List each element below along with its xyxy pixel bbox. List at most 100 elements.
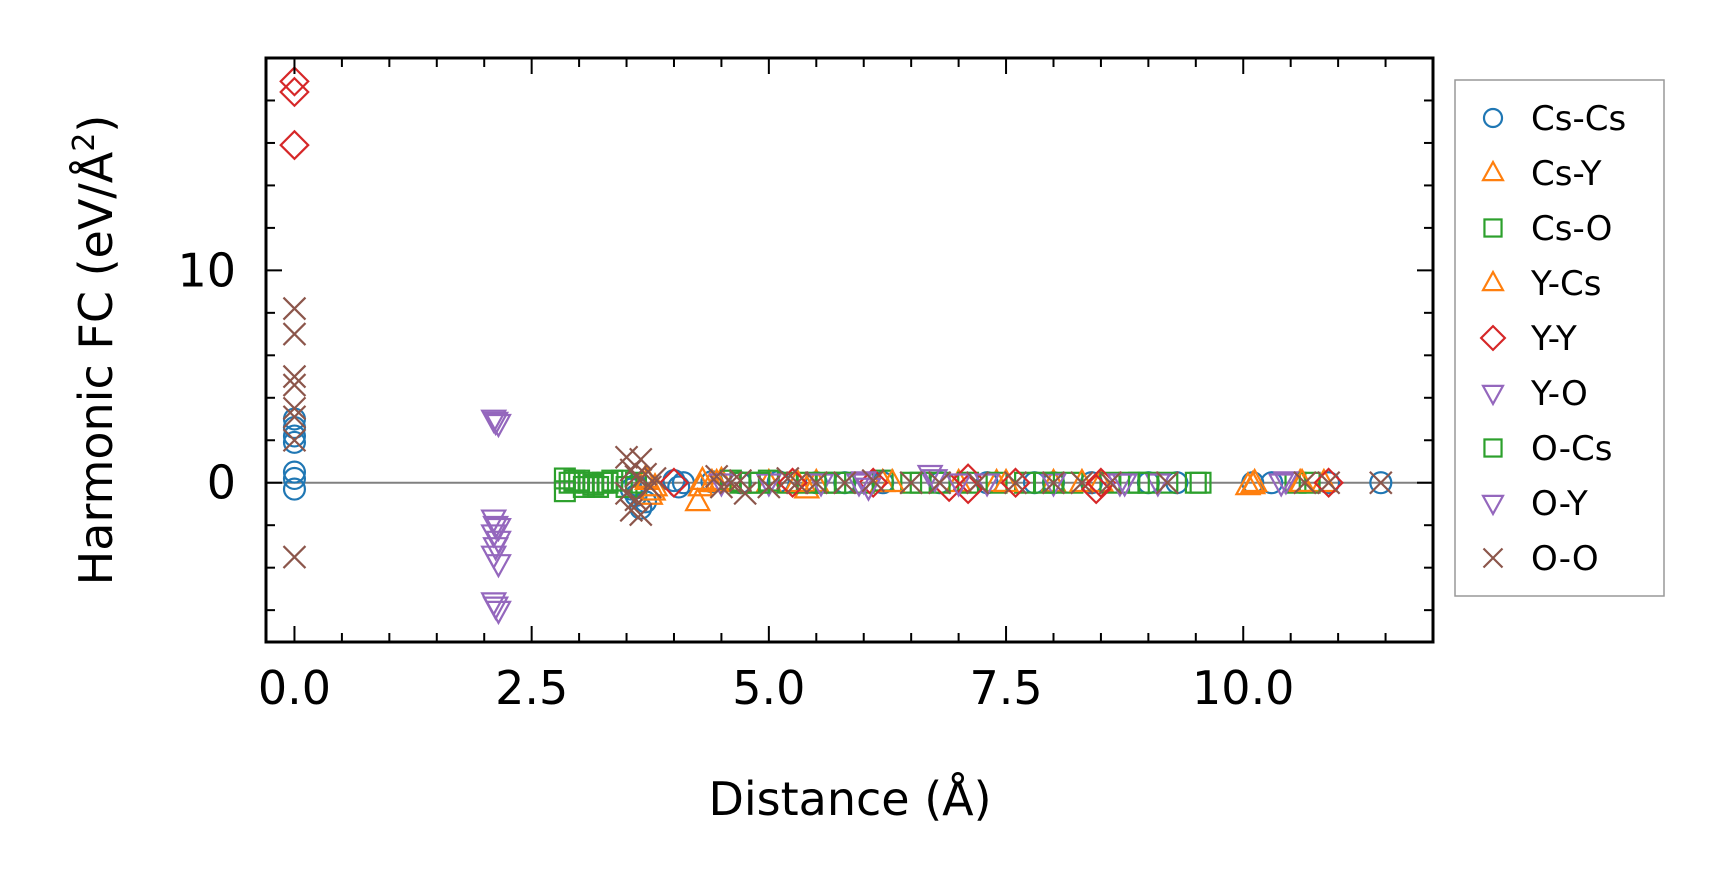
x-tick-label: 7.5 — [969, 661, 1042, 715]
y-axis-label: Harmonic FC (eV/Å2) — [67, 115, 123, 586]
data-point-o-o — [832, 470, 857, 495]
data-point-o-o — [1098, 470, 1123, 495]
data-point-cs-cs — [282, 424, 307, 448]
x-tick-label: 10.0 — [1192, 661, 1294, 715]
data-point-cs-o — [985, 471, 1008, 494]
legend-marker-y-cs — [1481, 269, 1505, 292]
x-axis-label: Distance (Å) — [708, 772, 991, 826]
y-axis-label-text: Harmonic FC (eV/Å — [69, 151, 123, 585]
data-point-o-o — [1293, 470, 1317, 495]
data-point-o-o — [282, 396, 307, 421]
data-point-o-o — [785, 470, 810, 495]
data-points — [279, 66, 1393, 626]
data-point-y-y — [1313, 467, 1344, 499]
plot-area: 0.0 2.5 5.0 7.5 10.0 0 10 — [177, 56, 1435, 715]
data-point-y-y — [658, 467, 690, 499]
data-point-o-y — [845, 473, 873, 498]
data-point-cs-cs — [1369, 471, 1393, 495]
data-point-o-o — [804, 470, 829, 495]
data-point-y-y — [279, 76, 310, 108]
y-axis-label-sup: 2 — [67, 133, 102, 152]
data-point-o-o — [1316, 470, 1341, 495]
data-point-y-cs — [878, 467, 906, 493]
data-point-o-o — [899, 470, 923, 495]
legend-label-cs-o: Cs-O — [1531, 209, 1612, 249]
data-point-o-cs — [563, 469, 586, 492]
data-point-o-o — [282, 545, 307, 569]
data-point-o-o — [624, 464, 648, 489]
data-point-y-o — [1272, 471, 1300, 496]
legend-marker-y-y — [1479, 324, 1507, 352]
legend-label-o-o: O-O — [1531, 539, 1599, 579]
legend-label-y-o: Y-O — [1530, 374, 1588, 414]
data-point-o-y — [1267, 473, 1295, 498]
data-point-y-y — [279, 66, 310, 97]
data-point-cs-y — [684, 486, 712, 512]
data-point-o-o — [282, 322, 307, 346]
data-point-cs-cs — [1317, 471, 1341, 495]
data-point-o-o — [965, 470, 990, 495]
data-point-o-o — [1041, 470, 1066, 495]
data-point-o-cs — [587, 475, 610, 498]
data-point-y-cs — [1241, 467, 1269, 493]
data-point-o-o — [282, 296, 307, 321]
data-point-o-o — [719, 470, 743, 495]
data-point-y-o — [916, 464, 944, 490]
legend-label-y-y: Y-Y — [1530, 319, 1577, 359]
data-point-o-o — [643, 466, 667, 491]
axes-frame — [264, 56, 1435, 644]
y-axis-label-close: ) — [69, 115, 123, 133]
legend-marker-o-y — [1481, 494, 1505, 517]
data-point-o-y — [482, 515, 510, 541]
data-point-o-o — [282, 373, 307, 397]
data-point-o-o — [1155, 470, 1180, 495]
data-point-y-o — [480, 592, 508, 617]
data-point-y-o — [945, 473, 973, 498]
data-point-cs-cs — [282, 430, 307, 454]
x-tick-label: 5.0 — [732, 661, 805, 715]
data-point-y-cs — [687, 472, 714, 497]
legend-label-cs-cs: Cs-Cs — [1531, 99, 1626, 139]
data-point-o-o — [1070, 470, 1094, 495]
y-tick-label: 0 — [207, 456, 236, 510]
data-point-cs-cs — [667, 475, 691, 499]
legend: Cs-Cs Cs-Y Cs-O Y-Cs Y-Y Y-O O-Cs O-Y O-O — [1454, 79, 1665, 597]
legend-marker-cs-y — [1481, 159, 1505, 182]
data-point-cs-cs — [282, 477, 307, 501]
data-point-o-o — [733, 481, 757, 506]
data-point-o-o — [728, 468, 753, 493]
legend-marker-o-o — [1482, 547, 1504, 569]
data-point-o-o — [614, 445, 639, 470]
y-tick-label: 10 — [177, 243, 236, 297]
legend-marker-cs-cs — [1482, 107, 1504, 129]
data-point-o-o — [282, 364, 307, 389]
data-point-o-o — [927, 470, 952, 495]
data-point-y-y — [1080, 473, 1112, 505]
legend-marker-cs-o — [1483, 218, 1503, 238]
data-point-o-o — [282, 405, 307, 429]
data-point-o-o — [282, 428, 307, 453]
x-tick-label: 0.0 — [258, 661, 331, 715]
data-point-o-y — [482, 596, 510, 621]
svg-text:Harmonic FC (eV/Å2): Harmonic FC (eV/Å2) — [67, 115, 123, 586]
data-point-o-o — [1369, 470, 1393, 495]
legend-label-cs-y: Cs-Y — [1531, 154, 1602, 194]
data-point-o-y — [482, 537, 510, 562]
legend-label-y-cs: Y-Cs — [1530, 264, 1601, 304]
x-tick-label: 2.5 — [495, 661, 568, 715]
data-point-o-o — [861, 468, 885, 493]
data-point-o-y — [1111, 473, 1139, 498]
legend-marker-y-o — [1481, 384, 1505, 407]
data-point-cs-o — [1298, 471, 1321, 494]
legend-label-o-cs: O-Cs — [1531, 429, 1612, 469]
data-point-o-y — [482, 411, 510, 437]
data-point-y-cs — [1068, 467, 1096, 493]
data-point-o-o — [757, 475, 781, 499]
data-point-o-cs — [1127, 471, 1150, 494]
data-point-cs-cs — [282, 460, 307, 484]
data-point-o-cs — [1189, 471, 1212, 494]
data-point-o-cs — [748, 471, 771, 494]
data-point-o-o — [628, 447, 653, 472]
data-point-o-o — [1003, 470, 1028, 495]
